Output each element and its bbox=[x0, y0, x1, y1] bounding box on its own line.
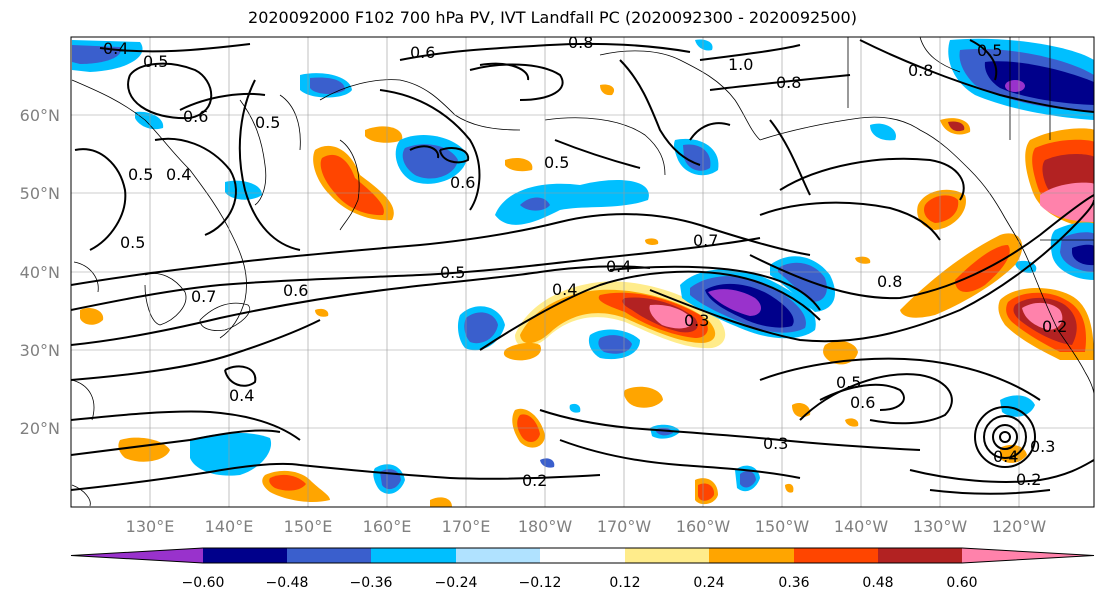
contour-label: 0.4 bbox=[552, 280, 577, 299]
colorbar-tick-label: −0.24 bbox=[435, 575, 478, 591]
colorbar-tick-label: −0.48 bbox=[266, 575, 309, 591]
contour-label: 0.4 bbox=[606, 257, 631, 276]
lon-tick-label: 160°W bbox=[676, 517, 731, 536]
lon-tick-label: 140°E bbox=[205, 517, 254, 536]
contour-label: 0.5 bbox=[120, 233, 145, 252]
contour-label: 0.5 bbox=[977, 41, 1002, 60]
coastlines bbox=[71, 37, 1094, 507]
lon-tick-label: 180°W bbox=[518, 517, 573, 536]
contour-label: 0.2 bbox=[1042, 317, 1067, 336]
contour-label: 0.8 bbox=[908, 61, 933, 80]
colorbar-segment bbox=[794, 548, 878, 563]
contour-label: 0.3 bbox=[684, 311, 709, 330]
lon-tick-label: 120°W bbox=[992, 517, 1047, 536]
contour-label: 0.6 bbox=[283, 281, 308, 300]
contour-label: 0.7 bbox=[191, 287, 216, 306]
colorbar-tick-label: 0.12 bbox=[609, 575, 640, 591]
contour-label: 0.4 bbox=[103, 39, 128, 58]
contour-label: 1.0 bbox=[728, 55, 753, 74]
colorbar-outline bbox=[70, 547, 1095, 564]
contour-label: 0.3 bbox=[763, 434, 788, 453]
contour-label: 0.5 bbox=[544, 153, 569, 172]
lat-tick-label: 50°N bbox=[20, 184, 60, 203]
contour-label: 0.6 bbox=[410, 43, 435, 62]
contour-label: 0.4 bbox=[229, 386, 254, 405]
lon-tick-label: 160°E bbox=[363, 517, 412, 536]
colorbar-segment bbox=[709, 548, 794, 563]
lat-tick-label: 20°N bbox=[20, 419, 60, 438]
contour-label: 0.4 bbox=[993, 447, 1018, 466]
colorbar bbox=[70, 547, 1095, 564]
latitude-ticks: 60°N 50°N 40°N 30°N 20°N bbox=[20, 106, 60, 438]
contour-label: 0.6 bbox=[183, 107, 208, 126]
contour-label: 0.5 bbox=[836, 373, 861, 392]
contour-label: 0.4 bbox=[166, 165, 191, 184]
colorbar-tick-label: 0.48 bbox=[862, 575, 893, 591]
lon-tick-label: 170°W bbox=[597, 517, 652, 536]
lon-tick-label: 150°E bbox=[284, 517, 333, 536]
lat-tick-label: 60°N bbox=[20, 106, 60, 125]
contour-label: 0.5 bbox=[128, 165, 153, 184]
contour-label: 0.6 bbox=[850, 393, 875, 412]
lon-tick-label: 140°W bbox=[834, 517, 889, 536]
contour-labels: 0.4 0.5 0.6 0.8 1.0 0.8 0.5 0.8 0.6 0.5 … bbox=[103, 33, 1067, 490]
colorbar-segment bbox=[625, 548, 709, 563]
lat-tick-label: 30°N bbox=[20, 341, 60, 360]
contour-label: 0.5 bbox=[255, 113, 280, 132]
contour-label: 0.2 bbox=[522, 471, 547, 490]
lon-tick-label: 170°E bbox=[442, 517, 491, 536]
contour-label: 0.2 bbox=[1016, 470, 1041, 489]
contour-label: 0.8 bbox=[776, 73, 801, 92]
lat-tick-label: 40°N bbox=[20, 263, 60, 282]
colorbar-segment bbox=[456, 548, 540, 563]
contour-label: 0.5 bbox=[143, 52, 168, 71]
contour-label: 0.3 bbox=[1030, 437, 1055, 456]
map-title: 2020092000 F102 700 hPa PV, IVT Landfall… bbox=[248, 8, 857, 27]
colorbar-segment bbox=[962, 548, 1094, 563]
colorbar-segment bbox=[371, 548, 456, 563]
colorbar-segment bbox=[878, 548, 962, 563]
colorbar-segment bbox=[203, 548, 287, 563]
map-frame bbox=[70, 36, 1095, 508]
colorbar-tick-label: −0.12 bbox=[519, 575, 562, 591]
lon-tick-label: 130°E bbox=[126, 517, 175, 536]
colorbar-segment bbox=[71, 548, 203, 563]
colorbar-tick-label: 0.24 bbox=[693, 575, 724, 591]
graticule bbox=[71, 37, 1094, 507]
colorbar-tick-label: 0.36 bbox=[778, 575, 809, 591]
contour-label: 0.8 bbox=[568, 33, 593, 52]
contour-label: 0.6 bbox=[450, 173, 475, 192]
contour-label: 0.7 bbox=[693, 231, 718, 250]
colorbar-segment bbox=[287, 548, 371, 563]
colorbar-labels: −0.60 −0.48 −0.36 −0.24 −0.12 0.12 0.24 … bbox=[182, 575, 978, 591]
lon-tick-label: 150°W bbox=[755, 517, 810, 536]
lon-tick-label: 130°W bbox=[913, 517, 968, 536]
colorbar-tick-label: −0.36 bbox=[350, 575, 393, 591]
contour-label: 0.8 bbox=[877, 272, 902, 291]
colorbar-tick-label: −0.60 bbox=[182, 575, 225, 591]
contour-label: 0.5 bbox=[440, 263, 465, 282]
ivt-contours bbox=[71, 39, 1094, 495]
colorbar-segment bbox=[540, 548, 625, 563]
longitude-ticks: 130°E 140°E 150°E 160°E 170°E 180°W 170°… bbox=[126, 517, 1047, 536]
colorbar-tick-label: 0.60 bbox=[946, 575, 977, 591]
